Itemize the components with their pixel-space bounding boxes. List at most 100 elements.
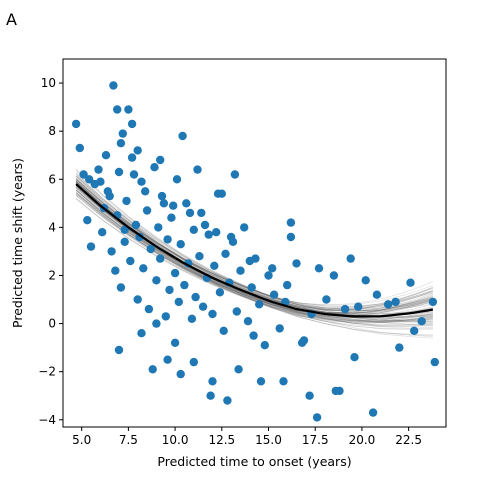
data-point [127,153,137,162]
data-point [391,297,400,307]
plot-frame [62,58,447,428]
data-point [322,295,331,304]
x-tick-label: 15.0 [255,433,282,447]
bootstrap-curve [75,181,433,312]
data-point [71,119,81,129]
bootstrap-curve [75,185,433,315]
data-point [243,317,253,326]
bootstrap-curve [75,185,434,312]
data-point [170,338,180,347]
bootstrap-curve [75,195,433,323]
data-point [98,228,107,237]
data-point [279,377,288,386]
data-point [247,283,256,292]
fit-curve [75,183,434,318]
data-point [137,177,146,186]
bootstrap-curve [75,195,433,322]
x-tick-label: 20.0 [349,433,376,447]
data-point [180,280,189,290]
data-point [120,225,129,234]
bootstrap-curve [75,178,433,316]
data-point [212,228,221,237]
bootstrap-curve [75,198,433,323]
data-point [116,283,126,292]
data-point [79,170,88,179]
bootstrap-curve [75,185,433,322]
data-point [198,302,208,311]
bootstrap-curve [75,198,433,325]
data-point [137,329,146,338]
y-axis: −4 −2 0 2 4 6 8 10 [38,76,63,427]
panel-label: A [6,10,17,29]
data-point [167,213,176,222]
bootstrap-curve [75,185,433,329]
data-point [120,237,129,246]
data-point [217,189,226,198]
data-point [406,278,415,287]
data-point [129,170,139,179]
data-point [131,220,141,230]
data-point [305,391,314,400]
x-tick-label: 17.5 [302,433,329,447]
data-point [85,175,94,184]
data-point [208,309,217,319]
data-point [187,314,197,323]
data-point [114,167,124,177]
x-axis-label: Predicted time to onset (years) [157,454,351,469]
data-point [165,285,174,295]
data-point [346,254,355,263]
data-point [182,199,191,208]
bootstrap-curve [75,189,433,323]
data-point [226,232,236,242]
data-point [221,249,230,258]
data-point [148,365,157,374]
x-axis: 5.0 7.5 10.0 12.5 15.0 17.5 20.0 22.5 [72,427,422,447]
bootstrap-curve [75,183,433,322]
x-tick-label: 10.0 [162,433,189,447]
data-point [159,199,169,208]
data-point [169,201,178,210]
data-point [236,266,245,275]
data-point [264,271,273,280]
data-point [428,297,438,307]
data-point [111,266,120,275]
data-point [335,386,344,396]
data-point [372,290,382,299]
data-point [189,357,198,367]
data-point [176,240,185,249]
data-point [204,230,213,239]
data-point [193,165,202,174]
data-point [144,304,154,314]
data-point [195,252,204,261]
data-point [255,300,264,309]
y-tick-label: 0 [48,317,56,331]
data-point [197,208,206,218]
bootstrap-curve [75,194,433,327]
data-point [101,151,111,160]
data-point [157,191,167,201]
bootstrap-curve [75,184,434,314]
data-point [122,196,131,206]
data-point [286,232,296,242]
bootstrap-curve [75,192,433,323]
data-point [133,146,142,155]
data-point [189,225,198,234]
data-point [200,220,210,230]
data-point [109,81,118,90]
data-point [150,163,159,172]
bootstrap-curve [75,184,433,321]
data-point [275,324,284,333]
data-point [283,280,292,290]
bootstrap-curve [75,197,433,324]
y-axis-label: Predicted time shift (years) [10,158,25,328]
bootstrap-curve [75,179,433,310]
data-point [75,143,85,153]
data-point [361,276,370,285]
data-points [71,81,439,422]
data-point [208,377,217,386]
bootstrap-curve [75,194,433,327]
data-point [163,355,172,364]
data-point [114,345,124,355]
data-point [417,317,426,326]
data-point [176,369,185,379]
